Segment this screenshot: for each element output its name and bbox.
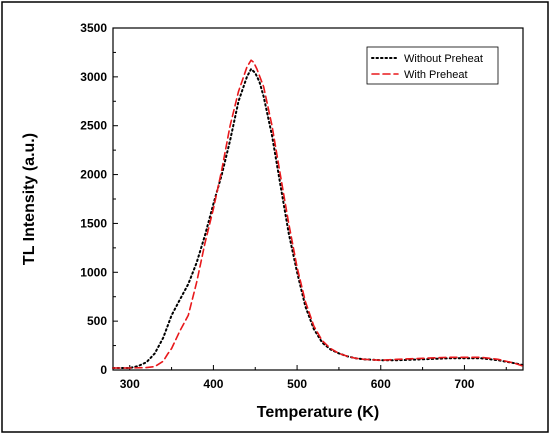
legend-label-with-preheat: With Preheat (404, 69, 468, 81)
y-tick-label: 0 (100, 363, 107, 377)
series-line-without-preheat (112, 68, 524, 369)
y-tick-label: 2000 (80, 168, 107, 182)
legend: Without Preheat With Preheat (366, 46, 499, 85)
y-tick-label: 3500 (80, 21, 107, 35)
x-tick-label: 600 (371, 377, 391, 391)
x-tick-label: 500 (287, 377, 307, 391)
y-tick-label: 2500 (80, 119, 107, 133)
x-axis-title: Temperature (K) (257, 404, 379, 421)
y-axis-title: TL Intensity (a.u.) (21, 133, 38, 265)
y-tick-label: 500 (87, 314, 107, 328)
legend-box (366, 46, 499, 85)
legend-label-without-preheat: Without Preheat (404, 53, 483, 65)
y-tick-label: 1000 (80, 265, 107, 279)
x-tick-label: 700 (454, 377, 474, 391)
y-tick-label: 1500 (80, 216, 107, 230)
x-axis-ticks: 300 400 500 600 700 (120, 365, 507, 391)
series-line-with-preheat (112, 59, 524, 369)
x-tick-label: 400 (203, 377, 223, 391)
y-tick-label: 3000 (80, 70, 107, 84)
x-tick-label: 300 (120, 377, 140, 391)
series-layer (112, 59, 524, 369)
y-axis-ticks: 0 500 1000 1500 2000 2500 3000 3500 (80, 21, 118, 377)
